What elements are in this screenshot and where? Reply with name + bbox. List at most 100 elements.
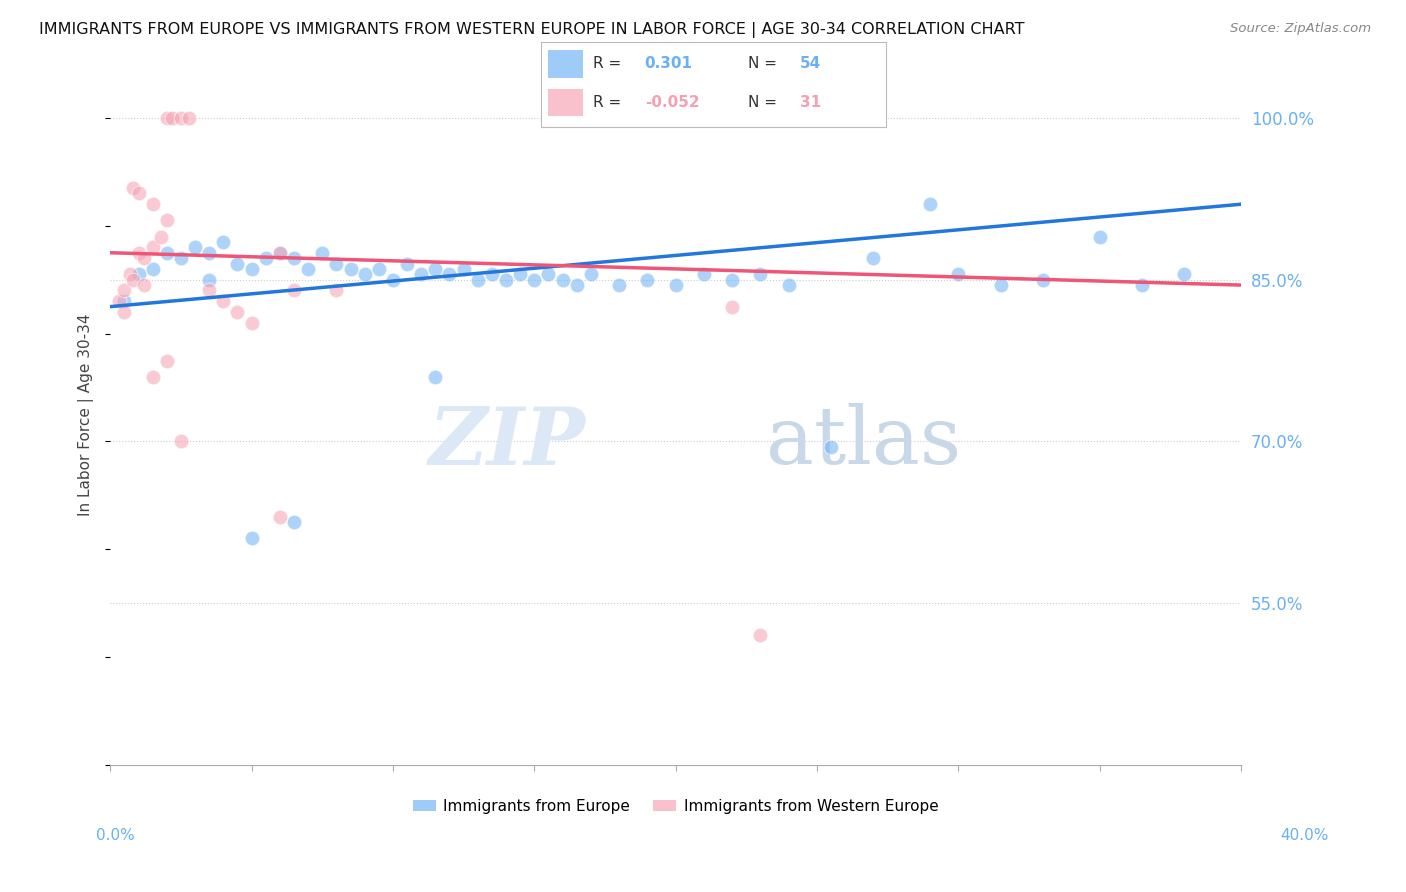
Point — [156, 213, 179, 227]
Point — [162, 111, 184, 125]
Y-axis label: In Labor Force | Age 30-34: In Labor Force | Age 30-34 — [79, 313, 94, 516]
Point — [948, 268, 970, 282]
Text: 31: 31 — [800, 95, 821, 111]
Point — [283, 284, 305, 298]
Point — [170, 434, 193, 449]
Point — [1088, 229, 1111, 244]
Point — [198, 273, 221, 287]
Point — [198, 245, 221, 260]
Bar — [548, 89, 582, 117]
Point — [665, 278, 688, 293]
Point — [381, 273, 404, 287]
Point — [118, 268, 141, 282]
Point — [269, 509, 291, 524]
Point — [1130, 278, 1153, 293]
Point — [156, 353, 179, 368]
Point — [411, 268, 433, 282]
Point — [396, 256, 419, 270]
Point — [128, 245, 150, 260]
Text: -0.052: -0.052 — [645, 95, 699, 111]
Text: Source: ZipAtlas.com: Source: ZipAtlas.com — [1230, 22, 1371, 36]
Point — [749, 268, 772, 282]
Point — [353, 268, 375, 282]
Point — [142, 197, 165, 211]
Point — [128, 268, 150, 282]
Point — [918, 197, 941, 211]
Point — [156, 245, 179, 260]
Point — [778, 278, 800, 293]
Text: 0.301: 0.301 — [645, 56, 693, 71]
Point — [198, 284, 221, 298]
Text: IMMIGRANTS FROM EUROPE VS IMMIGRANTS FROM WESTERN EUROPE IN LABOR FORCE | AGE 30: IMMIGRANTS FROM EUROPE VS IMMIGRANTS FRO… — [39, 22, 1025, 38]
Point — [467, 273, 489, 287]
Point — [134, 251, 156, 265]
Point — [121, 181, 143, 195]
Point — [170, 111, 193, 125]
Point — [121, 273, 143, 287]
Text: 40.0%: 40.0% — [1281, 829, 1329, 843]
Point — [820, 440, 842, 454]
Point — [453, 261, 475, 276]
Point — [283, 515, 305, 529]
Point — [156, 111, 179, 125]
Point — [537, 268, 560, 282]
Point — [269, 245, 291, 260]
Point — [254, 251, 277, 265]
Point — [226, 256, 249, 270]
Point — [212, 294, 235, 309]
Point — [240, 261, 263, 276]
Point — [495, 273, 517, 287]
Point — [311, 245, 333, 260]
Point — [607, 278, 630, 293]
Text: 0.0%: 0.0% — [96, 829, 135, 843]
Point — [367, 261, 389, 276]
Point — [1173, 268, 1195, 282]
Point — [862, 251, 884, 265]
Point — [240, 532, 263, 546]
Point — [1032, 273, 1054, 287]
Point — [112, 294, 135, 309]
Text: R =: R = — [593, 95, 621, 111]
Point — [142, 369, 165, 384]
Text: N =: N = — [748, 95, 778, 111]
Point — [283, 251, 305, 265]
Point — [107, 294, 129, 309]
Point — [212, 235, 235, 249]
Point — [551, 273, 574, 287]
Text: ZIP: ZIP — [429, 404, 585, 481]
Text: atlas: atlas — [766, 403, 962, 482]
Text: R =: R = — [593, 56, 621, 71]
Point — [226, 305, 249, 319]
Point — [240, 316, 263, 330]
Point — [297, 261, 319, 276]
Point — [693, 268, 716, 282]
Point — [128, 186, 150, 201]
Point — [339, 261, 361, 276]
Text: N =: N = — [748, 56, 778, 71]
Point — [325, 284, 347, 298]
Point — [325, 256, 347, 270]
Point — [142, 240, 165, 254]
Point — [721, 300, 744, 314]
Point — [749, 628, 772, 642]
Point — [565, 278, 588, 293]
Point — [425, 369, 447, 384]
Legend: Immigrants from Europe, Immigrants from Western Europe: Immigrants from Europe, Immigrants from … — [406, 793, 945, 821]
Point — [990, 278, 1012, 293]
Point — [170, 251, 193, 265]
Point — [721, 273, 744, 287]
Point — [481, 268, 503, 282]
Point — [425, 261, 447, 276]
Point — [439, 268, 461, 282]
Point — [142, 261, 165, 276]
Point — [269, 245, 291, 260]
Point — [509, 268, 531, 282]
Point — [523, 273, 546, 287]
Bar — [548, 50, 582, 78]
Point — [150, 229, 173, 244]
Point — [112, 305, 135, 319]
Point — [134, 278, 156, 293]
Point — [579, 268, 602, 282]
Text: 54: 54 — [800, 56, 821, 71]
Point — [184, 240, 207, 254]
